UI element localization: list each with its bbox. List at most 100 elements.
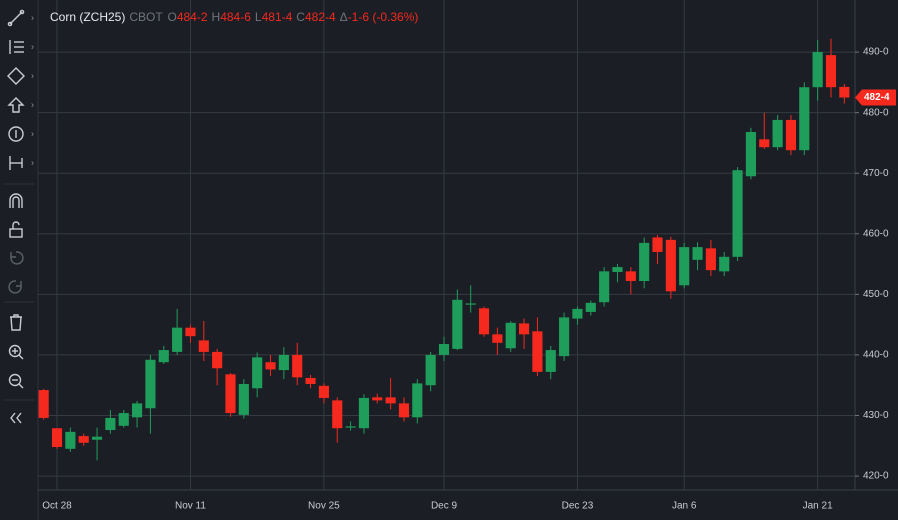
- candle-body: [398, 403, 410, 418]
- candle-body: [212, 351, 223, 369]
- shape-tool[interactable]: [7, 67, 25, 85]
- x-tick-label: Nov 25: [308, 501, 340, 512]
- candles: [38, 38, 850, 461]
- candle-body: [265, 362, 276, 370]
- candle-body: [465, 303, 476, 305]
- svg-text:›: ›: [31, 12, 34, 22]
- last-price-tag: [855, 89, 896, 106]
- y-tick-label: 430-0: [863, 410, 889, 421]
- candle-body: [452, 299, 463, 349]
- magnet-tool[interactable]: [9, 193, 23, 208]
- legend-value: -1-6 (-0.36%): [348, 10, 419, 24]
- last-price-label: 482-4: [864, 92, 890, 103]
- legend-value: 482-4: [305, 10, 336, 24]
- candle-body: [585, 302, 596, 312]
- arrow-tool[interactable]: [7, 97, 25, 113]
- candle-body: [385, 397, 396, 404]
- candle-body: [38, 390, 49, 418]
- toolbar: › › › › › ›: [4, 0, 39, 520]
- candle-body: [65, 431, 76, 449]
- redo[interactable]: [8, 280, 22, 294]
- candle-body: [345, 426, 356, 428]
- candle-body: [732, 170, 743, 257]
- candle-body: [172, 327, 183, 352]
- candle-body: [705, 248, 716, 271]
- legend-label: O: [167, 10, 176, 24]
- candle-body: [185, 327, 196, 337]
- x-tick-label: Jan 21: [803, 501, 833, 512]
- legend-label: H: [212, 10, 221, 24]
- y-tick-label: 470-0: [863, 168, 889, 179]
- y-tick-label: 450-0: [863, 289, 889, 300]
- candle-body: [772, 119, 783, 148]
- legend-label: L: [255, 10, 262, 24]
- candle-body: [358, 397, 370, 429]
- delete-tool[interactable]: [10, 314, 22, 331]
- candle-body: [639, 242, 650, 282]
- zoom-out[interactable]: [8, 373, 24, 389]
- legend-label: C: [296, 10, 305, 24]
- x-tick-label: Dec 9: [431, 501, 458, 512]
- candle-body: [438, 344, 450, 355]
- y-tick-label: 490-0: [863, 47, 889, 58]
- ohlc-values: O484-2 H484-6 L481-4 C482-4 Δ-1-6 (-0.36%): [167, 10, 418, 24]
- candle-body: [532, 331, 543, 372]
- submenu-arrows: › › › › › ›: [31, 12, 34, 167]
- candle-body: [839, 86, 850, 98]
- candle-body: [745, 132, 756, 177]
- candle-body: [478, 308, 490, 335]
- candle-body: [665, 239, 676, 292]
- candle-body: [785, 119, 797, 151]
- measure-tool[interactable]: [9, 156, 23, 170]
- legend-value: 481-4: [262, 10, 293, 24]
- candle-body: [612, 267, 623, 272]
- y-tick-label: 420-0: [863, 471, 889, 482]
- candle-body: [332, 400, 343, 429]
- x-tick-label: Nov 11: [175, 501, 206, 512]
- trend-line-tool[interactable]: [7, 9, 25, 27]
- candle-body: [372, 397, 383, 401]
- legend-value: 484-2: [177, 10, 208, 24]
- svg-text:›: ›: [31, 157, 34, 167]
- candle-body: [105, 417, 116, 431]
- lock-tool[interactable]: [9, 221, 23, 238]
- x-tick-label: Oct 28: [42, 501, 72, 512]
- candle-body: [252, 357, 263, 389]
- exchange: CBOT: [129, 10, 163, 24]
- candle-body: [559, 317, 570, 357]
- candle-body: [759, 139, 770, 148]
- legend-label: Δ: [340, 10, 348, 24]
- candle-body: [679, 247, 690, 286]
- svg-text:›: ›: [31, 41, 34, 51]
- candle-body: [825, 55, 837, 88]
- candle-body: [652, 237, 663, 252]
- svg-text:›: ›: [31, 128, 34, 138]
- candle-body: [278, 354, 289, 371]
- svg-text:›: ›: [31, 99, 34, 109]
- candle-body: [118, 413, 129, 426]
- candle-body: [158, 350, 169, 363]
- fib-tool[interactable]: [9, 40, 24, 54]
- x-tick-label: Dec 23: [562, 501, 594, 512]
- y-tick-label: 480-0: [863, 107, 889, 118]
- zoom-in[interactable]: [8, 344, 24, 360]
- candle-body: [198, 340, 209, 352]
- candle-body: [692, 247, 703, 260]
- candle-body: [305, 377, 316, 385]
- y-tick-label: 460-0: [863, 228, 889, 239]
- candle-body: [799, 87, 810, 151]
- candle-body: [318, 385, 329, 398]
- collapse-toolbar[interactable]: [10, 412, 22, 424]
- number-tool[interactable]: [8, 126, 24, 142]
- candle-body: [492, 334, 503, 343]
- candle-body: [599, 271, 610, 303]
- candle-body: [91, 436, 103, 440]
- svg-text:›: ›: [31, 70, 34, 80]
- undo[interactable]: [10, 251, 24, 265]
- candle-body: [132, 403, 143, 418]
- symbol: Corn (ZCH25): [50, 10, 125, 24]
- candle-body: [505, 322, 516, 349]
- candle-body: [145, 359, 156, 409]
- candle-body: [518, 323, 530, 335]
